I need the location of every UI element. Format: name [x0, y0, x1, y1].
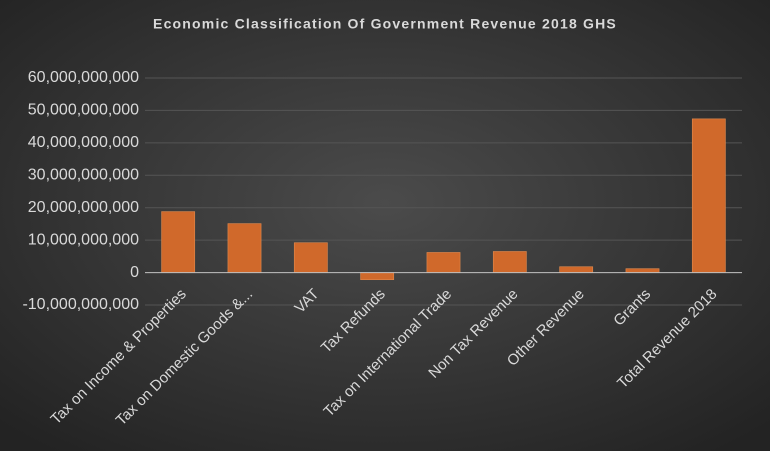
y-tick-label: 60,000,000,000 — [28, 69, 139, 86]
y-tick-label: 50,000,000,000 — [28, 102, 139, 119]
bar — [360, 272, 395, 281]
y-tick-label: 20,000,000,000 — [28, 199, 139, 216]
y-tick-label: 30,000,000,000 — [28, 167, 139, 184]
bar — [625, 268, 660, 273]
bar — [492, 251, 527, 273]
y-tick-label: 0 — [130, 264, 139, 281]
bar — [691, 118, 726, 273]
y-tick-label: 40,000,000,000 — [28, 134, 139, 151]
bar — [426, 252, 461, 273]
bar — [293, 242, 328, 273]
bar — [227, 223, 262, 273]
y-tick-label: -10,000,000,000 — [22, 296, 139, 313]
chart-title: Economic Classification Of Government Re… — [153, 16, 617, 32]
bar — [559, 266, 594, 273]
y-tick-label: 10,000,000,000 — [28, 231, 139, 248]
bar — [161, 211, 196, 273]
